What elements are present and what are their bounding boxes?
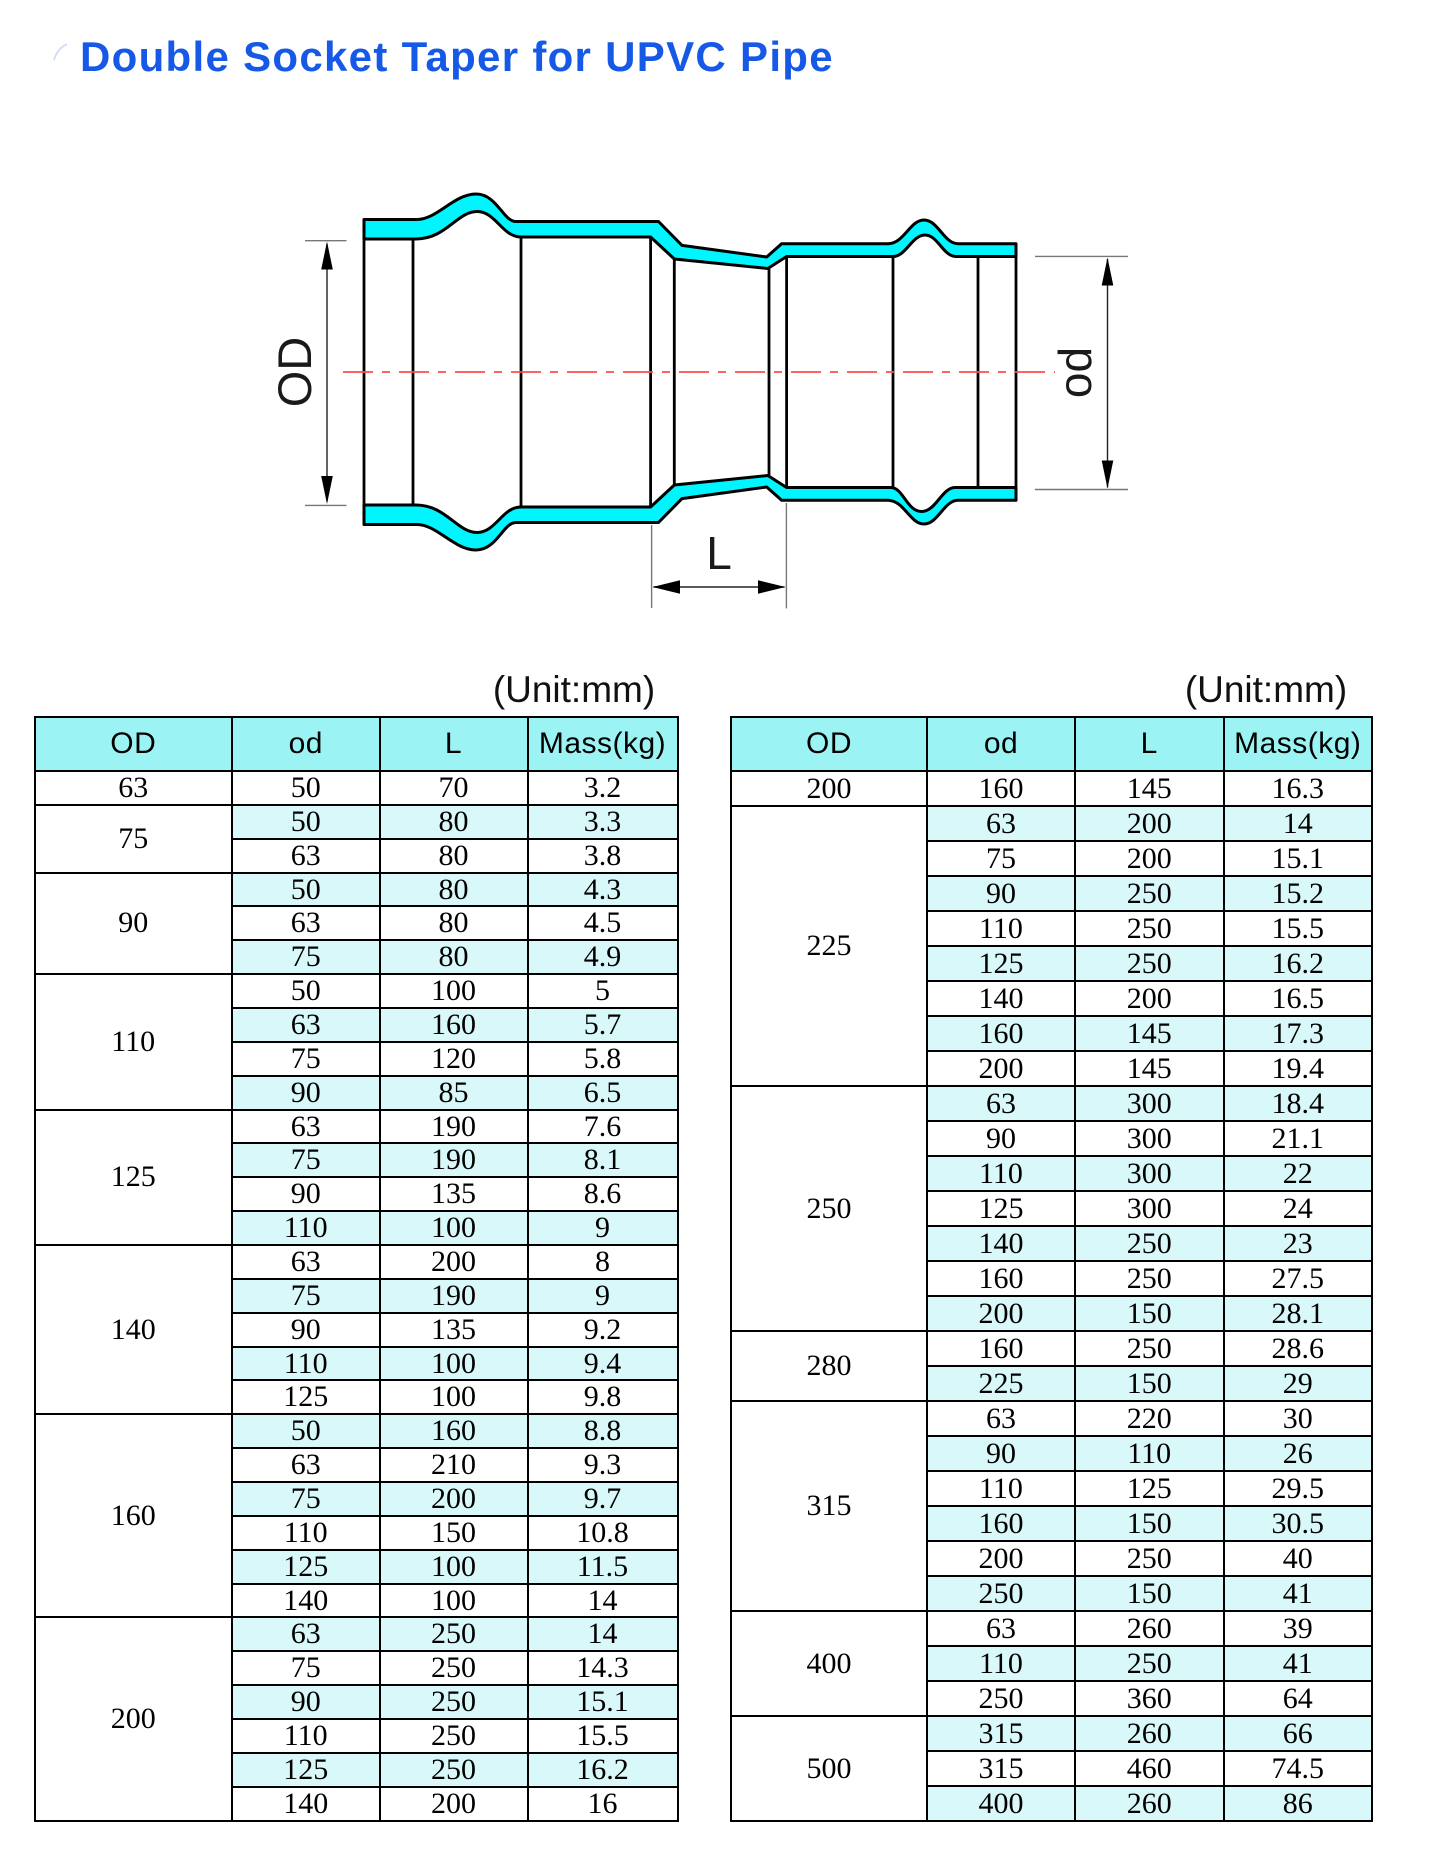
svg-text:od: od xyxy=(1049,347,1101,398)
svg-text:L: L xyxy=(706,527,732,579)
svg-text:OD: OD xyxy=(268,337,321,408)
